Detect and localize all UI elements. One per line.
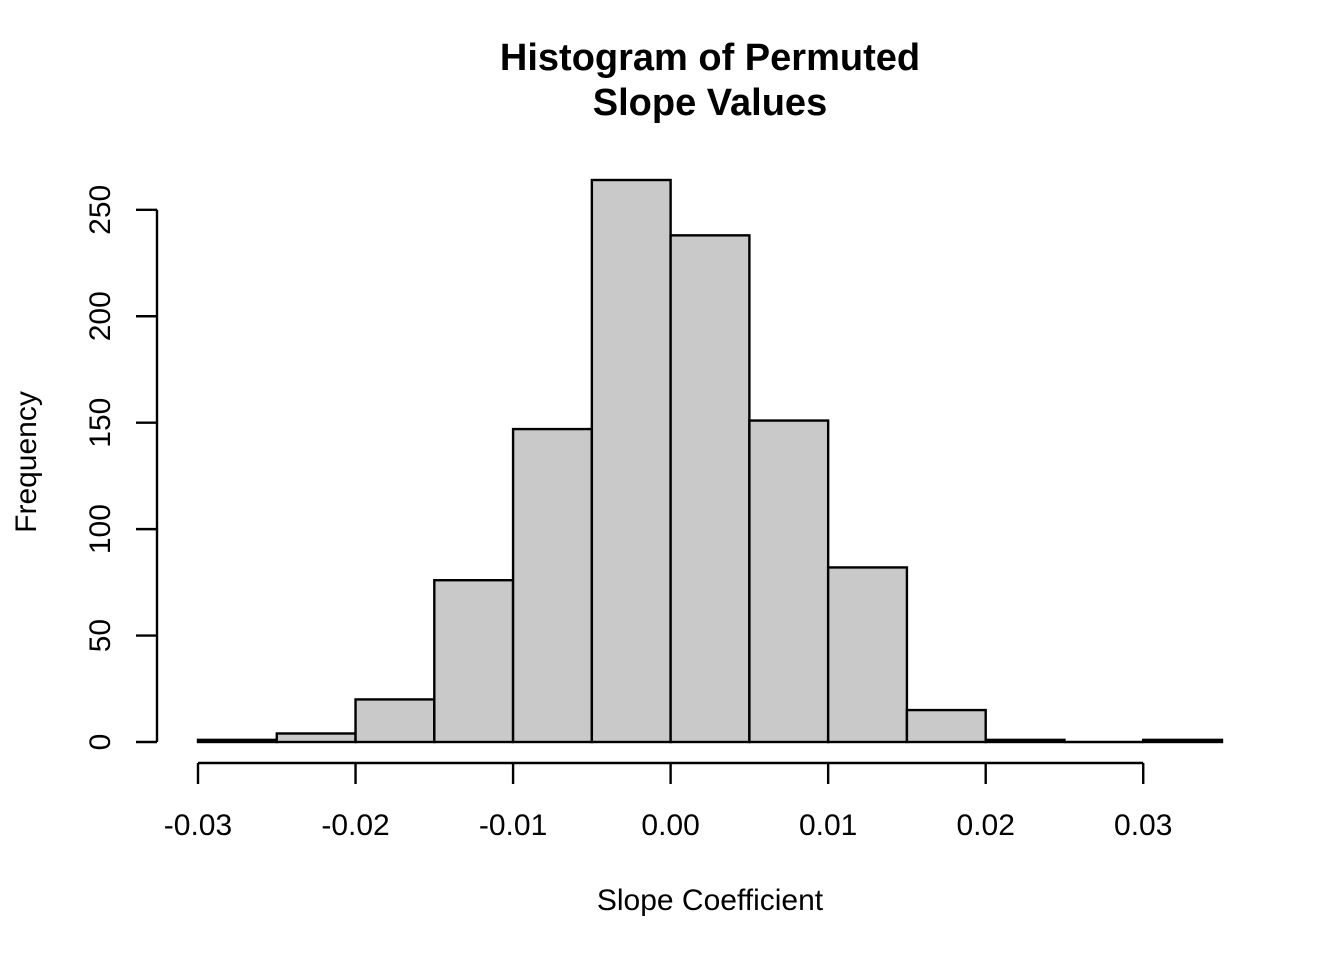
x-tick-label: -0.03	[164, 809, 232, 842]
histogram-bar	[1142, 738, 1224, 744]
y-axis-label: Frequency	[10, 391, 43, 533]
x-tick-label: -0.01	[479, 809, 547, 842]
histogram-bar	[354, 698, 436, 744]
histogram-bar	[511, 427, 594, 744]
histogram-bar	[433, 579, 515, 744]
histogram-bar	[590, 178, 672, 744]
y-tick-label: 150	[84, 398, 117, 448]
histogram-bar	[196, 738, 278, 744]
x-tick-label: -0.02	[321, 809, 389, 842]
x-axis-label: Slope Coefficient	[597, 884, 824, 917]
histogram-bar	[748, 419, 830, 744]
histogram-bar	[669, 234, 751, 744]
chart-title-line-2: Slope Values	[593, 82, 827, 124]
y-tick-label: 100	[84, 504, 117, 554]
histogram-bar	[905, 708, 987, 744]
histogram-bar	[275, 732, 357, 744]
y-axis: 0 50 100 150 200 250	[84, 185, 159, 751]
x-tick-label: 0.02	[956, 809, 1014, 842]
histogram-bar	[984, 738, 1066, 744]
y-tick-label: 50	[84, 619, 117, 652]
y-tick-label: 0	[84, 734, 117, 751]
x-tick-label: 0.03	[1114, 809, 1172, 842]
x-axis: -0.03 -0.02 -0.01 0.00 0.01 0.02 0.03	[164, 761, 1172, 842]
chart-title-line-1: Histogram of Permuted	[500, 37, 920, 79]
x-tick-label: 0.00	[641, 809, 699, 842]
x-tick-label: 0.01	[799, 809, 857, 842]
y-tick-label: 250	[84, 185, 117, 235]
y-tick-label: 200	[84, 291, 117, 341]
histogram-bars	[196, 178, 1224, 744]
histogram-bar	[826, 566, 909, 744]
